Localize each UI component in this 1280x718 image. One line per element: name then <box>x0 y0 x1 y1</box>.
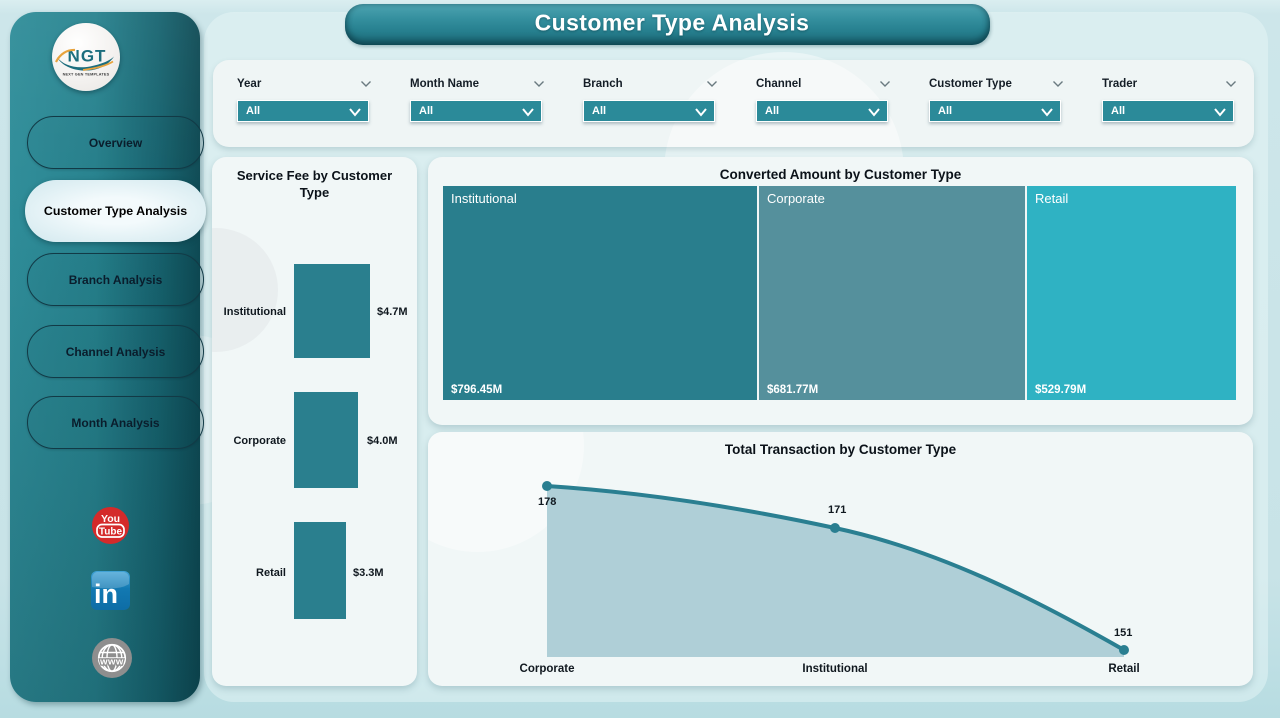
svg-text:Tube: Tube <box>99 527 123 538</box>
svg-text:NGT: NGT <box>68 47 107 66</box>
svg-text:www: www <box>99 657 124 668</box>
svg-text:NEXT GEN TEMPLATES: NEXT GEN TEMPLATES <box>63 73 110 77</box>
svg-text:in: in <box>94 579 118 609</box>
svg-text:You: You <box>101 513 120 525</box>
